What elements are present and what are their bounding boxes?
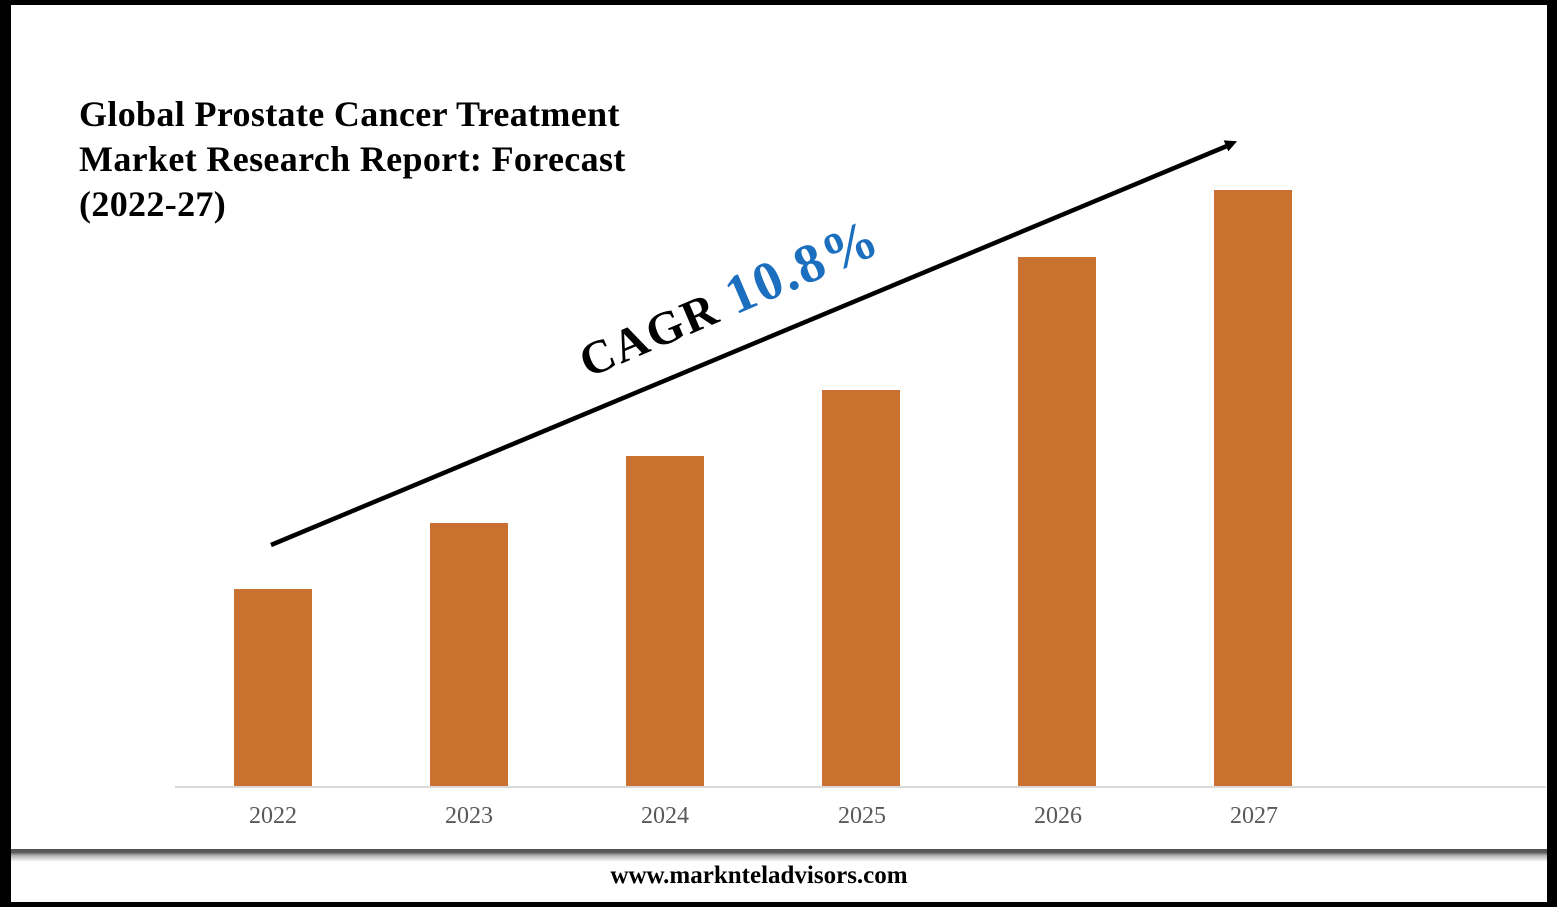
svg-text:CAGR 10.8%: CAGR 10.8% <box>569 206 888 389</box>
